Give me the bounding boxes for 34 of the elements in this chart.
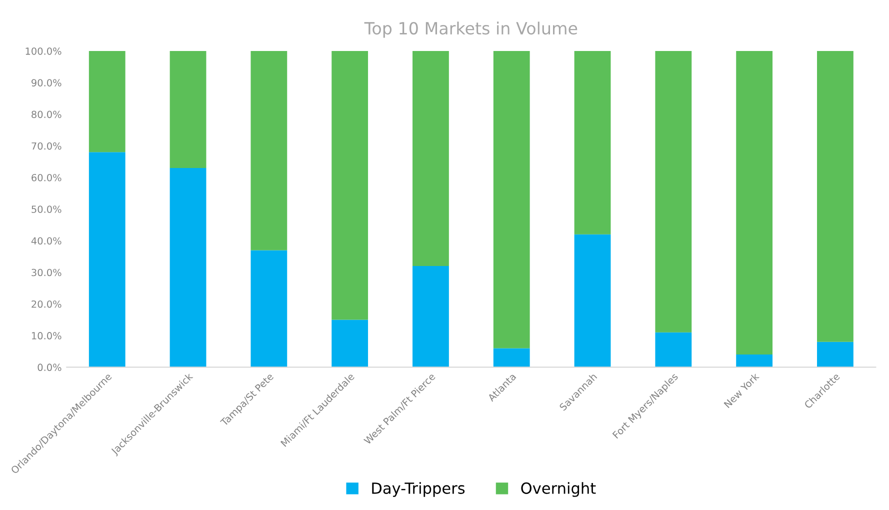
bar	[817, 51, 854, 342]
bar	[250, 250, 288, 368]
y-tick-label: 10.0%	[32, 332, 62, 340]
bar	[493, 348, 530, 368]
legend-label: Day-Trippers	[372, 482, 465, 497]
bar	[655, 51, 692, 332]
y-tick-label: 50.0%	[32, 206, 62, 213]
bar	[332, 320, 368, 368]
legend-label: Overnight	[521, 482, 596, 497]
y-tick-label: 100.0%	[26, 47, 62, 55]
y-tick-label: 90.0%	[32, 79, 62, 86]
bar	[332, 51, 368, 320]
bar	[412, 51, 449, 266]
bar	[493, 51, 530, 348]
bar	[412, 266, 449, 368]
y-tick-label: 40.0%	[31, 237, 62, 245]
bar	[88, 152, 126, 368]
bar	[250, 51, 288, 250]
y-tick-label: 0.0%	[38, 364, 62, 372]
bar	[170, 168, 206, 368]
chart-title: Top 10 Markets in Volume	[364, 22, 578, 38]
y-tick-label: 70.0%	[32, 142, 62, 150]
bar	[817, 342, 854, 368]
bar	[574, 234, 611, 368]
bar	[736, 51, 773, 355]
y-tick-label: 20.0%	[32, 300, 62, 308]
y-tick-label: 30.0%	[32, 268, 62, 276]
y-tick-label: 80.0%	[32, 110, 62, 118]
y-tick-label: 60.0%	[32, 174, 62, 182]
bar	[655, 332, 692, 368]
bar	[736, 354, 773, 368]
bar	[170, 51, 206, 168]
bar	[88, 51, 126, 152]
bar	[574, 51, 611, 234]
